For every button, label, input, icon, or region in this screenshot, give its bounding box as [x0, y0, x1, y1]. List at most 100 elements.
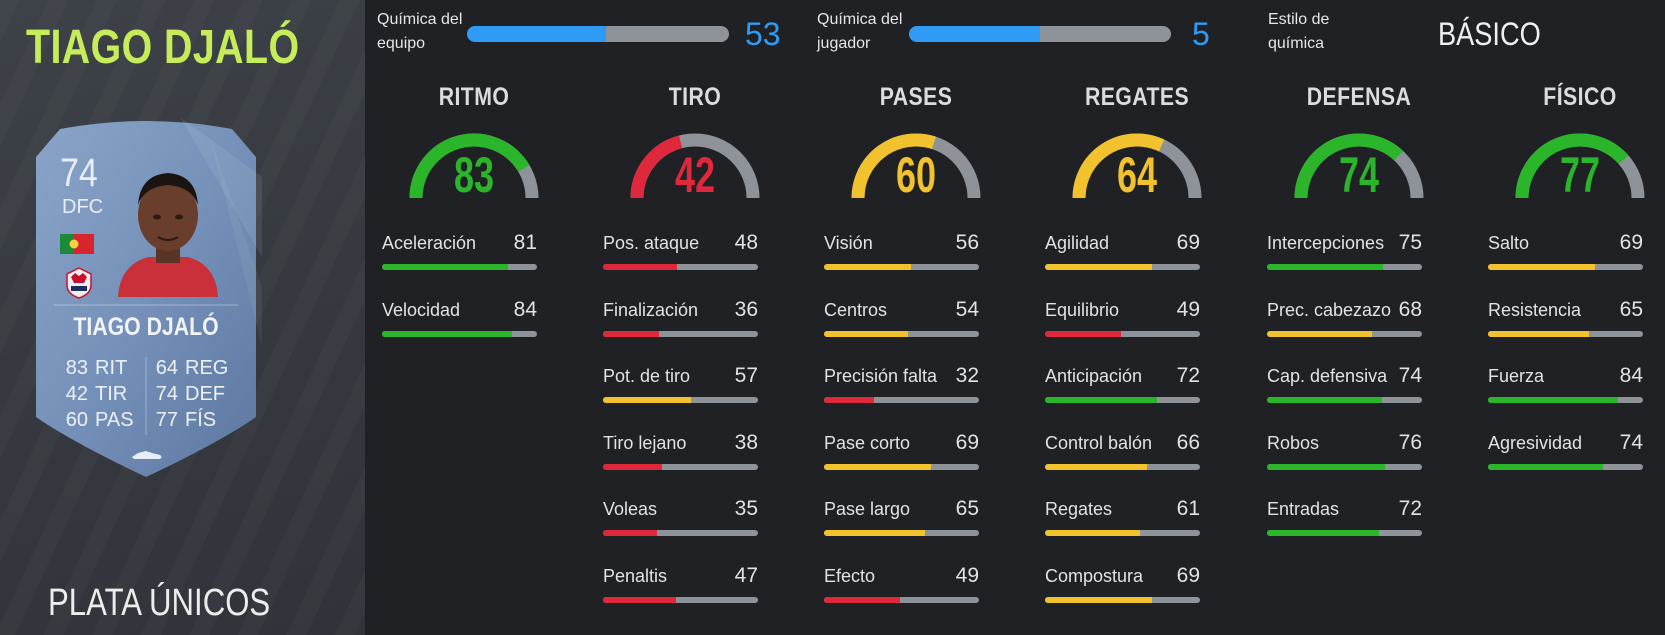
stat-bar [824, 463, 979, 470]
stat-bar [824, 530, 979, 536]
portugal-flag-icon [60, 234, 94, 254]
stat-bar [603, 330, 758, 337]
stat-bar [824, 397, 979, 403]
stat-value: 65 [955, 497, 979, 520]
team-chemistry-bar [467, 26, 729, 42]
stat-value: 69 [1176, 231, 1200, 254]
stat-bar [1488, 330, 1643, 337]
stat-bar [824, 330, 979, 337]
stat-bar-fill [382, 330, 513, 337]
stat-value: 56 [955, 231, 979, 254]
stat-label: Velocidad [382, 299, 461, 320]
boot-icon [132, 451, 162, 459]
stat-label: Prec. cabezazo [1267, 299, 1392, 320]
tiro-gauge-value: 42 [674, 147, 716, 203]
stat-value: 81 [513, 231, 537, 254]
stat-label: Voleas [603, 499, 658, 519]
stat-bar-fill [603, 264, 678, 270]
category-pases: PASES 60 [831, 83, 1001, 203]
stat-label: Centros [824, 299, 888, 320]
card-stat-value: 77 [155, 409, 178, 431]
stat-bar [382, 330, 537, 337]
card-stat-label: FÍS [185, 409, 217, 431]
stat-label: Control balón [1045, 432, 1153, 453]
stat-bar [1045, 264, 1200, 270]
gauge-fill [630, 135, 683, 199]
regates-gauge: 64 [1070, 126, 1204, 203]
gauge-fill [1072, 133, 1165, 199]
stat-bar-fill [1267, 330, 1373, 337]
stat-bar-fill [1045, 264, 1152, 270]
stat-bar [603, 596, 758, 603]
ritmo-gauge-value: 83 [453, 147, 495, 203]
stat-value: 47 [734, 563, 758, 587]
gauge-fill [1515, 133, 1629, 199]
stat-value: 32 [955, 364, 979, 387]
stat-value: 38 [734, 430, 758, 454]
player-chemistry-fill [909, 26, 1040, 42]
stat-value: 54 [955, 297, 979, 321]
stat-bar-fill [1267, 397, 1382, 403]
stat-label: Regates [1045, 499, 1113, 519]
gauge-fill [409, 133, 530, 199]
stat-value: 84 [1619, 364, 1643, 387]
player-chemistry-label-line1: Química del [817, 11, 903, 28]
stat-bar [1267, 530, 1422, 536]
stat-label: Anticipación [1045, 366, 1143, 386]
stat-bar-fill [824, 397, 874, 403]
stat-label: Penaltis [603, 565, 668, 586]
stat-bar-fill [1267, 463, 1385, 470]
stat-label: Finalización [603, 299, 699, 320]
card-stat-value: 64 [155, 357, 178, 379]
tiro-title: TIRO [668, 83, 722, 111]
card-player-name: TIAGO DJALÓ [73, 313, 219, 341]
stat-bar [1488, 463, 1643, 470]
chemistry-style-value[interactable]: BÁSICO [1438, 16, 1541, 52]
stat-value: 75 [1398, 231, 1422, 254]
stat-label: Tiro lejano [603, 432, 687, 453]
stat-value: 69 [1619, 231, 1643, 254]
stat-bar [1045, 596, 1200, 603]
stat-bar-fill [603, 463, 662, 470]
team-chemistry-value: 53 [745, 16, 781, 52]
stat-bar [1267, 463, 1422, 470]
player-card[interactable]: 74 DFC TIAGO DJALÓ 83 RIT 64 REG [30, 117, 262, 479]
ritmo-gauge: 83 [407, 126, 541, 203]
stat-label: Pot. de tiro [603, 366, 691, 386]
stat-bar [1045, 330, 1200, 337]
stat-label: Pase corto [824, 432, 911, 453]
defensa-gauge: 74 [1292, 126, 1426, 203]
team-chemistry-label: Química del equipo [377, 8, 462, 56]
card-stat-label: TIR [95, 383, 128, 405]
stat-bar-fill [1267, 530, 1379, 536]
card-stat-label: RIT [95, 357, 128, 379]
stat-label: Agresividad [1488, 432, 1583, 453]
fisico-title: FÍSICO [1543, 83, 1617, 111]
card-stat-label: REG [185, 357, 229, 379]
stat-value: 48 [734, 231, 758, 254]
stat-bar [824, 596, 979, 603]
card-stat-label: DEF [185, 383, 225, 405]
stat-value: 74 [1398, 364, 1422, 387]
category-tiro: TIRO 42 [610, 83, 780, 203]
stat-label: Agilidad [1045, 233, 1110, 253]
stat-bar [603, 463, 758, 470]
chemistry-style-label-line2: química [1268, 35, 1325, 52]
player-panel: TIAGO DJALÓ 74 DFC [0, 0, 365, 635]
stat-bar-fill [603, 596, 676, 603]
stat-label: Entradas [1267, 499, 1340, 519]
card-stat-value: 60 [65, 409, 88, 431]
stat-value: 66 [1176, 430, 1200, 454]
stat-value: 61 [1176, 497, 1200, 520]
player-name-title: TIAGO DJALÓ [26, 21, 300, 74]
stat-bar [1045, 530, 1200, 536]
ritmo-title: RITMO [438, 83, 510, 111]
card-stat-label: PAS [95, 409, 134, 431]
stat-bar [603, 264, 758, 270]
stat-bar [1267, 397, 1422, 403]
stat-bar-fill [824, 463, 931, 470]
stat-value: 35 [734, 497, 758, 520]
card-position: DFC [62, 196, 104, 218]
stat-bar [603, 397, 758, 403]
stat-value: 74 [1619, 430, 1643, 454]
